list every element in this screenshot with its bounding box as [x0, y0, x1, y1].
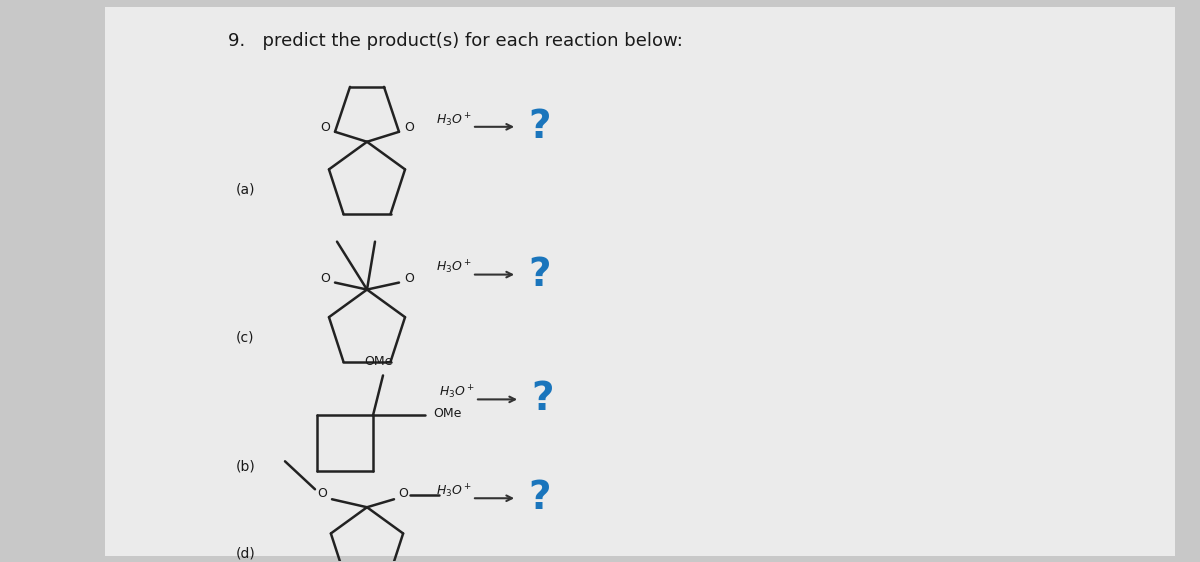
Text: O: O — [320, 272, 330, 285]
Text: OMe: OMe — [433, 407, 461, 420]
Text: (b): (b) — [236, 459, 256, 473]
FancyBboxPatch shape — [106, 7, 1175, 556]
Text: $H_3O^+$: $H_3O^+$ — [439, 384, 475, 401]
Text: ?: ? — [529, 256, 551, 293]
Text: O: O — [317, 487, 326, 500]
Text: (d): (d) — [236, 546, 256, 560]
Text: ?: ? — [529, 108, 551, 146]
Text: OMe: OMe — [364, 355, 392, 368]
Text: (a): (a) — [236, 183, 256, 197]
Text: O: O — [404, 121, 414, 134]
Text: $H_3O^+$: $H_3O^+$ — [436, 259, 472, 277]
Text: ?: ? — [532, 380, 554, 418]
Text: O: O — [320, 121, 330, 134]
Text: (c): (c) — [236, 330, 254, 345]
Text: $H_3O^+$: $H_3O^+$ — [436, 483, 472, 500]
Text: ?: ? — [529, 479, 551, 517]
Text: O: O — [404, 272, 414, 285]
Text: $H_3O^+$: $H_3O^+$ — [436, 111, 472, 129]
Text: O: O — [398, 487, 408, 500]
Text: 9.   predict the product(s) for each reaction below:: 9. predict the product(s) for each react… — [228, 32, 683, 50]
